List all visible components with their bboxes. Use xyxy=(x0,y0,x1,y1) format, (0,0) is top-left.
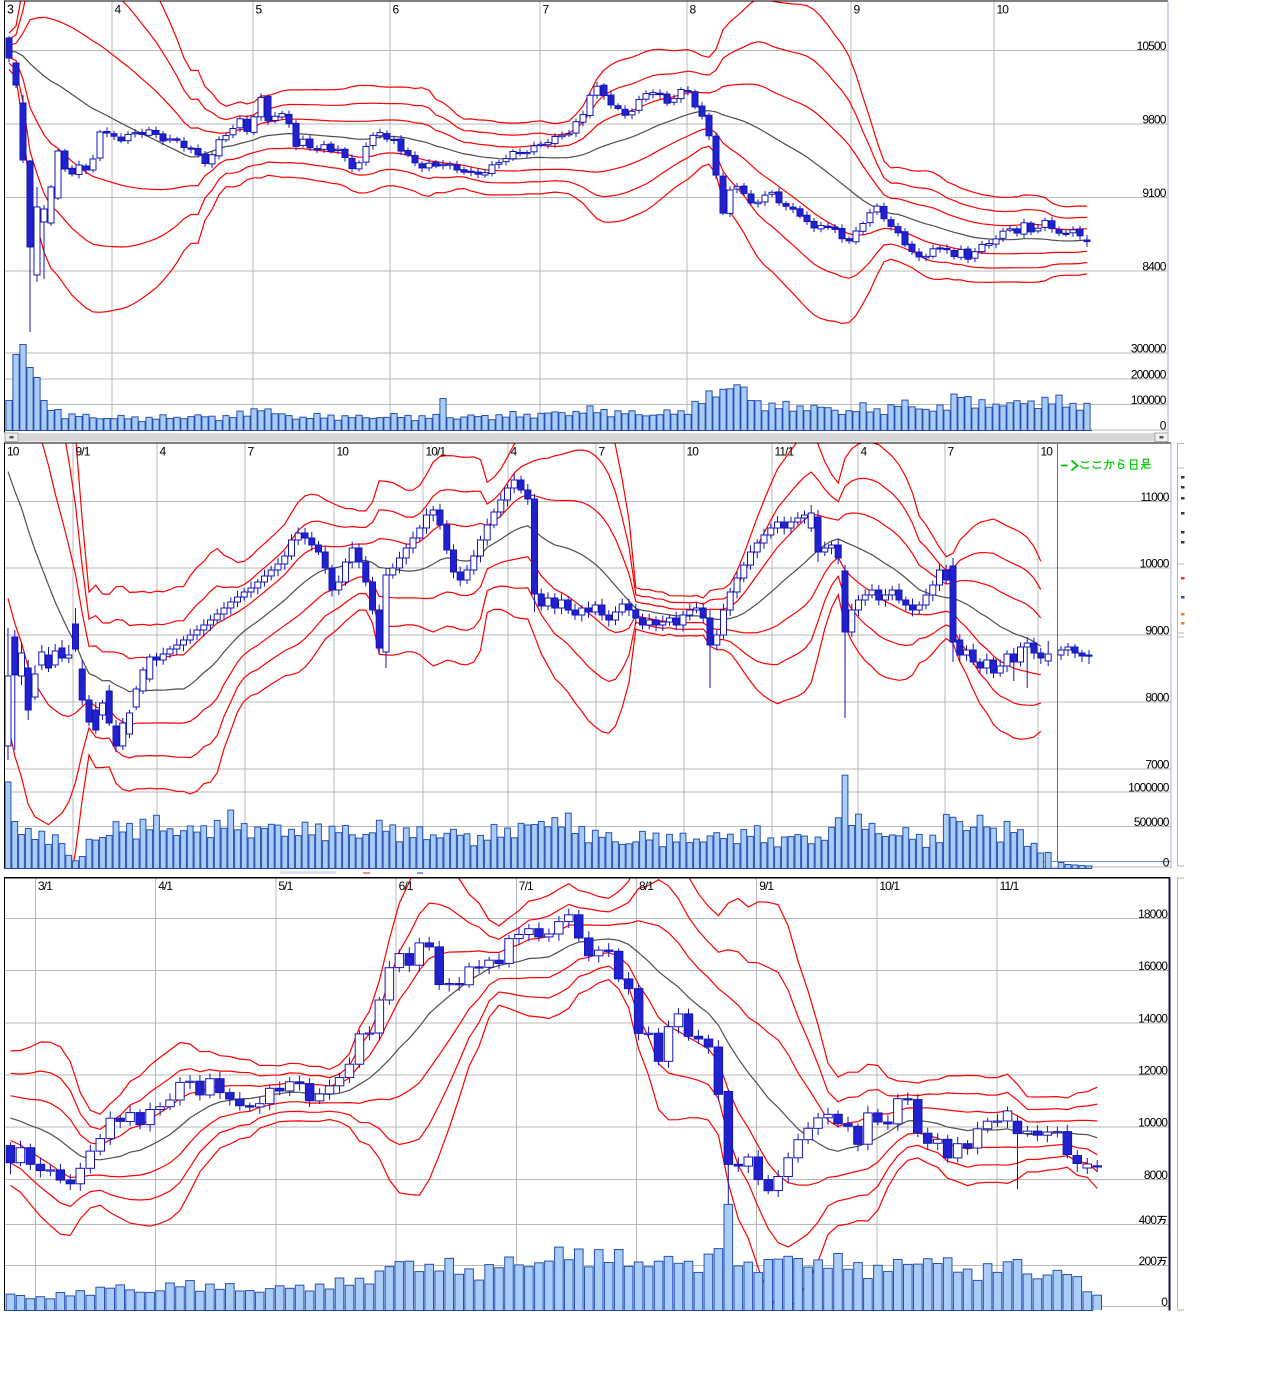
svg-text:18000: 18000 xyxy=(1138,907,1168,921)
svg-text:7: 7 xyxy=(599,445,606,459)
svg-text:12000: 12000 xyxy=(1138,1064,1168,1078)
svg-text:5: 5 xyxy=(256,3,263,17)
svg-text:300000: 300000 xyxy=(1131,342,1167,356)
svg-text:4: 4 xyxy=(511,445,518,459)
svg-text:7: 7 xyxy=(543,3,550,17)
svg-text:9/1: 9/1 xyxy=(76,445,91,459)
svg-text:0: 0 xyxy=(1163,855,1170,869)
svg-text:0: 0 xyxy=(1161,1295,1168,1309)
svg-text:7000: 7000 xyxy=(1145,757,1169,771)
svg-text:9000: 9000 xyxy=(1145,624,1169,638)
svg-text:10: 10 xyxy=(337,445,350,459)
svg-text:14000: 14000 xyxy=(1138,1011,1168,1025)
svg-text:4: 4 xyxy=(160,445,167,459)
svg-text:10: 10 xyxy=(997,3,1010,17)
svg-text:4: 4 xyxy=(861,445,868,459)
svg-text:6: 6 xyxy=(393,3,400,17)
svg-text:400: 400 xyxy=(1139,1213,1158,1227)
svg-text:9100: 9100 xyxy=(1142,186,1166,200)
svg-text:8000: 8000 xyxy=(1144,1168,1168,1182)
svg-text:11/1: 11/1 xyxy=(775,445,795,459)
svg-text:11/1: 11/1 xyxy=(1000,879,1020,893)
svg-text:11000: 11000 xyxy=(1141,490,1170,504)
svg-text:8400: 8400 xyxy=(1142,260,1166,274)
svg-text:7/1: 7/1 xyxy=(519,879,534,893)
svg-text:200000: 200000 xyxy=(1131,367,1167,381)
svg-text:7: 7 xyxy=(948,445,955,459)
svg-text:10: 10 xyxy=(687,445,700,459)
svg-text:8: 8 xyxy=(690,3,697,17)
svg-text:7: 7 xyxy=(248,445,255,459)
svg-text:16000: 16000 xyxy=(1138,959,1168,973)
svg-text:8000: 8000 xyxy=(1145,691,1169,705)
svg-text:4/1: 4/1 xyxy=(158,879,173,893)
svg-text:200: 200 xyxy=(1139,1254,1158,1268)
svg-text:10000: 10000 xyxy=(1140,557,1170,571)
svg-text:500000: 500000 xyxy=(1134,815,1170,829)
svg-text:10000: 10000 xyxy=(1138,1116,1168,1130)
svg-text:8/1: 8/1 xyxy=(639,879,654,893)
svg-text:10/1: 10/1 xyxy=(426,445,447,459)
svg-text:1000000: 1000000 xyxy=(1128,781,1170,795)
svg-text:10: 10 xyxy=(1041,445,1054,459)
svg-text:3: 3 xyxy=(7,3,14,17)
svg-text:4: 4 xyxy=(115,3,122,17)
svg-text:100000: 100000 xyxy=(1131,393,1167,407)
svg-text:10500: 10500 xyxy=(1137,39,1167,53)
svg-text:10: 10 xyxy=(7,445,20,459)
svg-text:10/1: 10/1 xyxy=(879,879,900,893)
svg-text:9: 9 xyxy=(854,3,861,17)
svg-text:6/1: 6/1 xyxy=(399,879,414,893)
svg-text:0: 0 xyxy=(1160,418,1167,432)
svg-text:9800: 9800 xyxy=(1142,113,1166,127)
svg-text:9/1: 9/1 xyxy=(759,879,774,893)
svg-text:3/1: 3/1 xyxy=(38,879,53,893)
svg-text:5/1: 5/1 xyxy=(278,879,293,893)
